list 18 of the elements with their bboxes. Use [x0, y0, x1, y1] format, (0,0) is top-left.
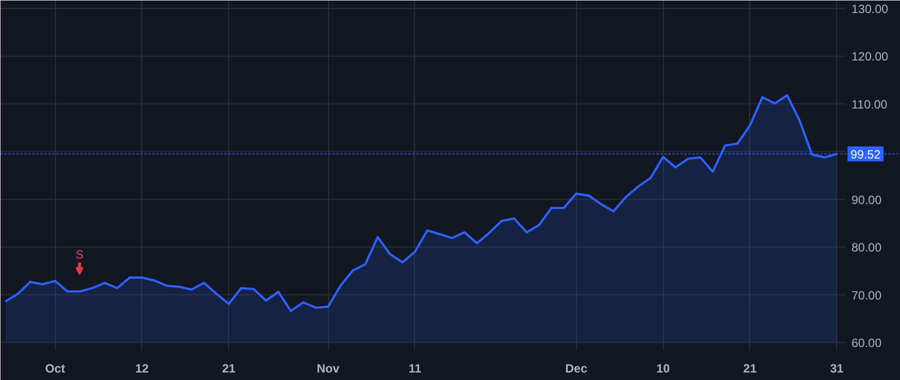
y-tick-label: 120.00 — [852, 50, 889, 64]
y-tick-label: 60.00 — [852, 336, 882, 350]
y-tick-label: 70.00 — [852, 288, 882, 302]
x-tick-label: 31 — [830, 362, 844, 376]
y-tick-label: 110.00 — [852, 97, 888, 112]
y-tick-label: 90.00 — [852, 192, 882, 207]
ref-line-label: 99.52 — [850, 147, 881, 162]
x-tick-label: 21 — [743, 362, 757, 376]
x-tick-label: Dec — [565, 362, 588, 376]
x-tick-label: Nov — [316, 362, 340, 376]
y-tick-label: 80.00 — [852, 240, 882, 255]
y-tick-label: 130.00 — [852, 2, 889, 16]
annotation: S — [76, 248, 84, 262]
x-tick-label: 11 — [408, 362, 422, 376]
x-tick-label: Oct — [45, 362, 66, 376]
x-tick-label: 12 — [135, 362, 149, 376]
x-tick-label: 10 — [656, 362, 670, 376]
x-tick-label: 21 — [222, 362, 236, 376]
